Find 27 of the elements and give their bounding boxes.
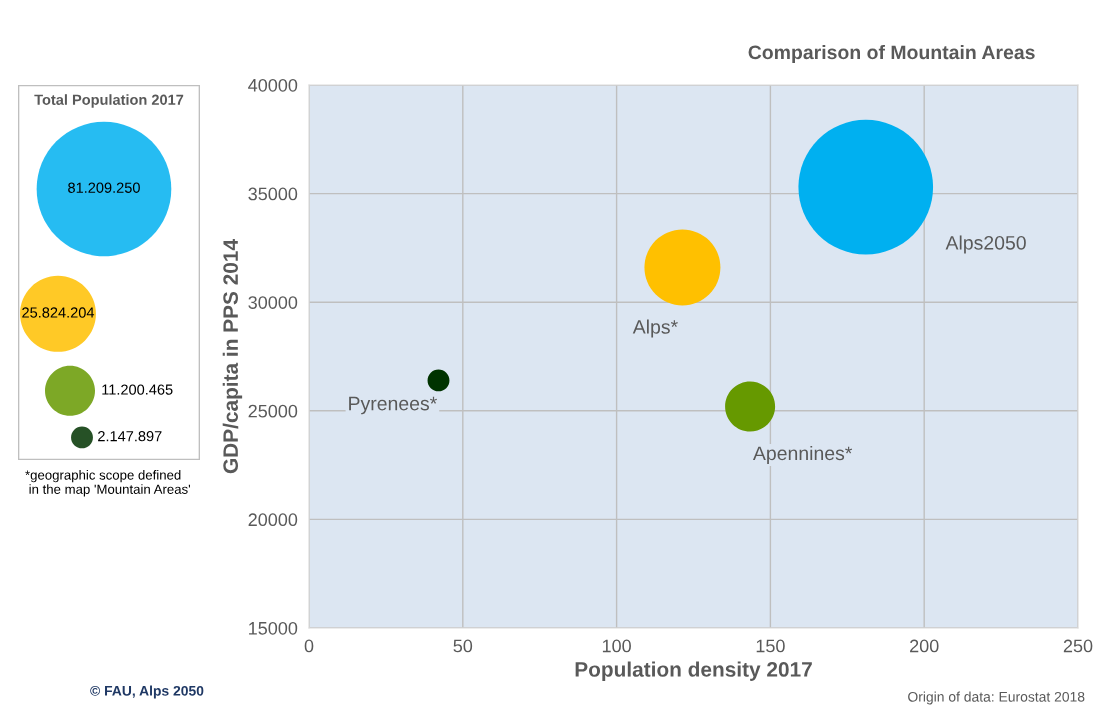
y-tick-label: 20000	[248, 513, 298, 527]
text: *geographic scope defined in the map 'Mountain Areas'	[25, 470, 190, 497]
x-tick-label: 50	[453, 639, 473, 653]
text: © FAU, Alps 2050	[90, 685, 204, 699]
chart-title: Comparison of Mountain Areas	[748, 44, 1035, 64]
series-label: Alps*	[632, 319, 678, 338]
y-tick-label: 40000	[248, 78, 298, 92]
x-axis-title: Population density 2017	[575, 661, 812, 681]
y-tick-label: 30000	[248, 296, 298, 309]
legend-label: 81.209.250	[68, 182, 140, 193]
x-tick-label: 0	[304, 639, 314, 653]
x-tick-label: 150	[756, 639, 785, 653]
y-tick-label: 15000	[249, 621, 298, 635]
legend-label: 11.200.465	[102, 384, 173, 395]
legend-title: Total Population 2017	[34, 94, 184, 108]
series-label: Apennines*	[752, 445, 853, 465]
series-label: Alps2050	[945, 235, 1026, 254]
legend-label: 2.147.897	[98, 431, 162, 442]
y-tick-label: 25000	[248, 404, 298, 418]
x-tick-label: 250	[1063, 639, 1093, 653]
x-tick-label: 100	[602, 639, 631, 653]
text: Origin of data: Eurostat 2018	[908, 691, 1085, 705]
legend-label: 25.824.204	[22, 307, 95, 318]
x-tick-label: 200	[910, 639, 939, 653]
y-axis-title: GDP/capita in PPS 2014	[222, 239, 243, 474]
y-tick-label: 35000	[248, 187, 298, 201]
series-label: Pyrenees*	[349, 396, 437, 415]
